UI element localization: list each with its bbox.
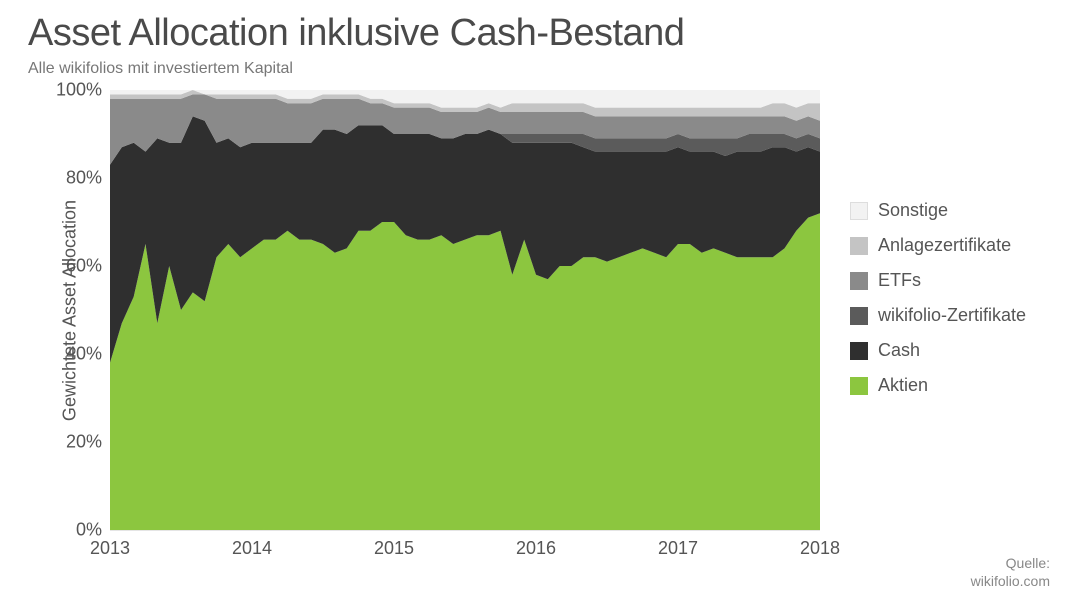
legend-swatch bbox=[850, 377, 868, 395]
legend-label: Aktien bbox=[878, 375, 928, 396]
x-tick-label: 2017 bbox=[658, 538, 698, 559]
legend-swatch bbox=[850, 202, 868, 220]
x-tick-label: 2014 bbox=[232, 538, 272, 559]
legend-swatch bbox=[850, 342, 868, 360]
legend-item-aktien: Aktien bbox=[850, 375, 1026, 396]
legend-item-anlagez: Anlagezertifikate bbox=[850, 235, 1026, 256]
legend-label: wikifolio-Zertifikate bbox=[878, 305, 1026, 326]
x-tick-label: 2013 bbox=[90, 538, 130, 559]
legend-label: Sonstige bbox=[878, 200, 948, 221]
y-tick-label: 100% bbox=[56, 80, 102, 101]
x-tick-label: 2016 bbox=[516, 538, 556, 559]
area-aktien bbox=[110, 213, 820, 530]
legend-label: Anlagezertifikate bbox=[878, 235, 1011, 256]
chart-title: Asset Allocation inklusive Cash-Bestand bbox=[28, 12, 684, 55]
gridline bbox=[110, 530, 820, 531]
source-attribution: Quelle: wikifolio.com bbox=[971, 554, 1050, 590]
legend-swatch bbox=[850, 272, 868, 290]
y-tick-label: 60% bbox=[66, 256, 102, 277]
source-label: Quelle: bbox=[1006, 555, 1050, 571]
y-tick-label: 20% bbox=[66, 432, 102, 453]
legend-label: ETFs bbox=[878, 270, 921, 291]
legend-swatch bbox=[850, 237, 868, 255]
x-tick-label: 2015 bbox=[374, 538, 414, 559]
legend-label: Cash bbox=[878, 340, 920, 361]
legend-item-cash: Cash bbox=[850, 340, 1026, 361]
chart-plot-area: 0%20%40%60%80%100%2013201420152016201720… bbox=[110, 90, 820, 530]
legend-swatch bbox=[850, 307, 868, 325]
x-tick-label: 2018 bbox=[800, 538, 840, 559]
legend-item-sonstige: Sonstige bbox=[850, 200, 1026, 221]
y-axis-label: Gewichtete Asset Allocation bbox=[60, 191, 81, 431]
legend-item-wikifolio: wikifolio-Zertifikate bbox=[850, 305, 1026, 326]
chart-subtitle: Alle wikifolios mit investiertem Kapital bbox=[28, 60, 293, 78]
legend: Sonstige Anlagezertifikate ETFs wikifolio-Z… bbox=[850, 200, 1026, 410]
legend-item-etfs: ETFs bbox=[850, 270, 1026, 291]
y-tick-label: 40% bbox=[66, 344, 102, 365]
source-value: wikifolio.com bbox=[971, 573, 1050, 589]
y-tick-label: 80% bbox=[66, 168, 102, 189]
